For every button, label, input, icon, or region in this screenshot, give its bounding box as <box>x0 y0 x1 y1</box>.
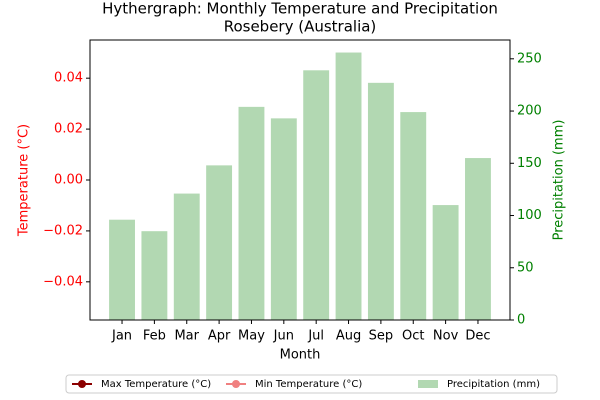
legend-label: Min Temperature (°C) <box>255 379 362 390</box>
x-tick-label: May <box>238 329 265 344</box>
chart-subtitle: Rosebery (Australia) <box>224 18 377 36</box>
y2-tick-label: 200 <box>517 104 542 119</box>
bar <box>238 106 265 321</box>
y2-tick-label: 250 <box>517 51 542 66</box>
bar <box>432 205 459 320</box>
y-tick-label: 0.02 <box>54 122 83 137</box>
y-tick-label: −0.04 <box>43 274 83 289</box>
bar <box>303 70 330 320</box>
y-axis-label: Temperature (°C) <box>17 124 32 237</box>
chart-title: Hythergraph: Monthly Temperature and Pre… <box>102 0 498 18</box>
y2-tick-label: 50 <box>517 260 534 275</box>
bar <box>465 158 491 320</box>
y2-tick-label: 150 <box>517 156 542 171</box>
legend-patch <box>418 380 438 388</box>
bar <box>400 112 427 320</box>
x-tick-label: Sep <box>369 329 394 344</box>
bar <box>109 219 135 320</box>
x-axis-label: Month <box>280 348 321 363</box>
legend-label: Max Temperature (°C) <box>101 379 211 390</box>
legend-marker <box>78 380 86 388</box>
bar <box>270 118 297 320</box>
y2-axis-label: Precipitation (mm) <box>552 120 567 241</box>
x-tick-label: Oct <box>402 329 424 344</box>
legend-box <box>65 374 558 394</box>
y-tick-label: 0.04 <box>54 71 83 86</box>
bar <box>141 231 168 320</box>
x-tick-label: Jul <box>307 329 324 344</box>
bar <box>367 82 394 321</box>
legend-marker <box>232 380 240 388</box>
bar <box>173 193 200 320</box>
bar <box>206 165 233 320</box>
legend-label: Precipitation (mm) <box>447 379 540 390</box>
y2-tick-label: 0 <box>517 313 525 328</box>
y-tick-label: 0.00 <box>54 173 83 188</box>
x-tick-label: Dec <box>465 329 490 344</box>
bar <box>335 52 362 320</box>
x-tick-label: Apr <box>208 329 231 344</box>
x-tick-label: Jan <box>111 329 132 344</box>
x-tick-label: Aug <box>336 329 361 344</box>
x-tick-label: Nov <box>433 329 459 344</box>
x-tick-label: Mar <box>174 329 199 344</box>
y-tick-label: −0.02 <box>43 223 83 238</box>
y2-tick-label: 100 <box>517 208 542 223</box>
x-tick-label: Feb <box>143 329 166 344</box>
x-tick-label: Jun <box>273 329 294 344</box>
